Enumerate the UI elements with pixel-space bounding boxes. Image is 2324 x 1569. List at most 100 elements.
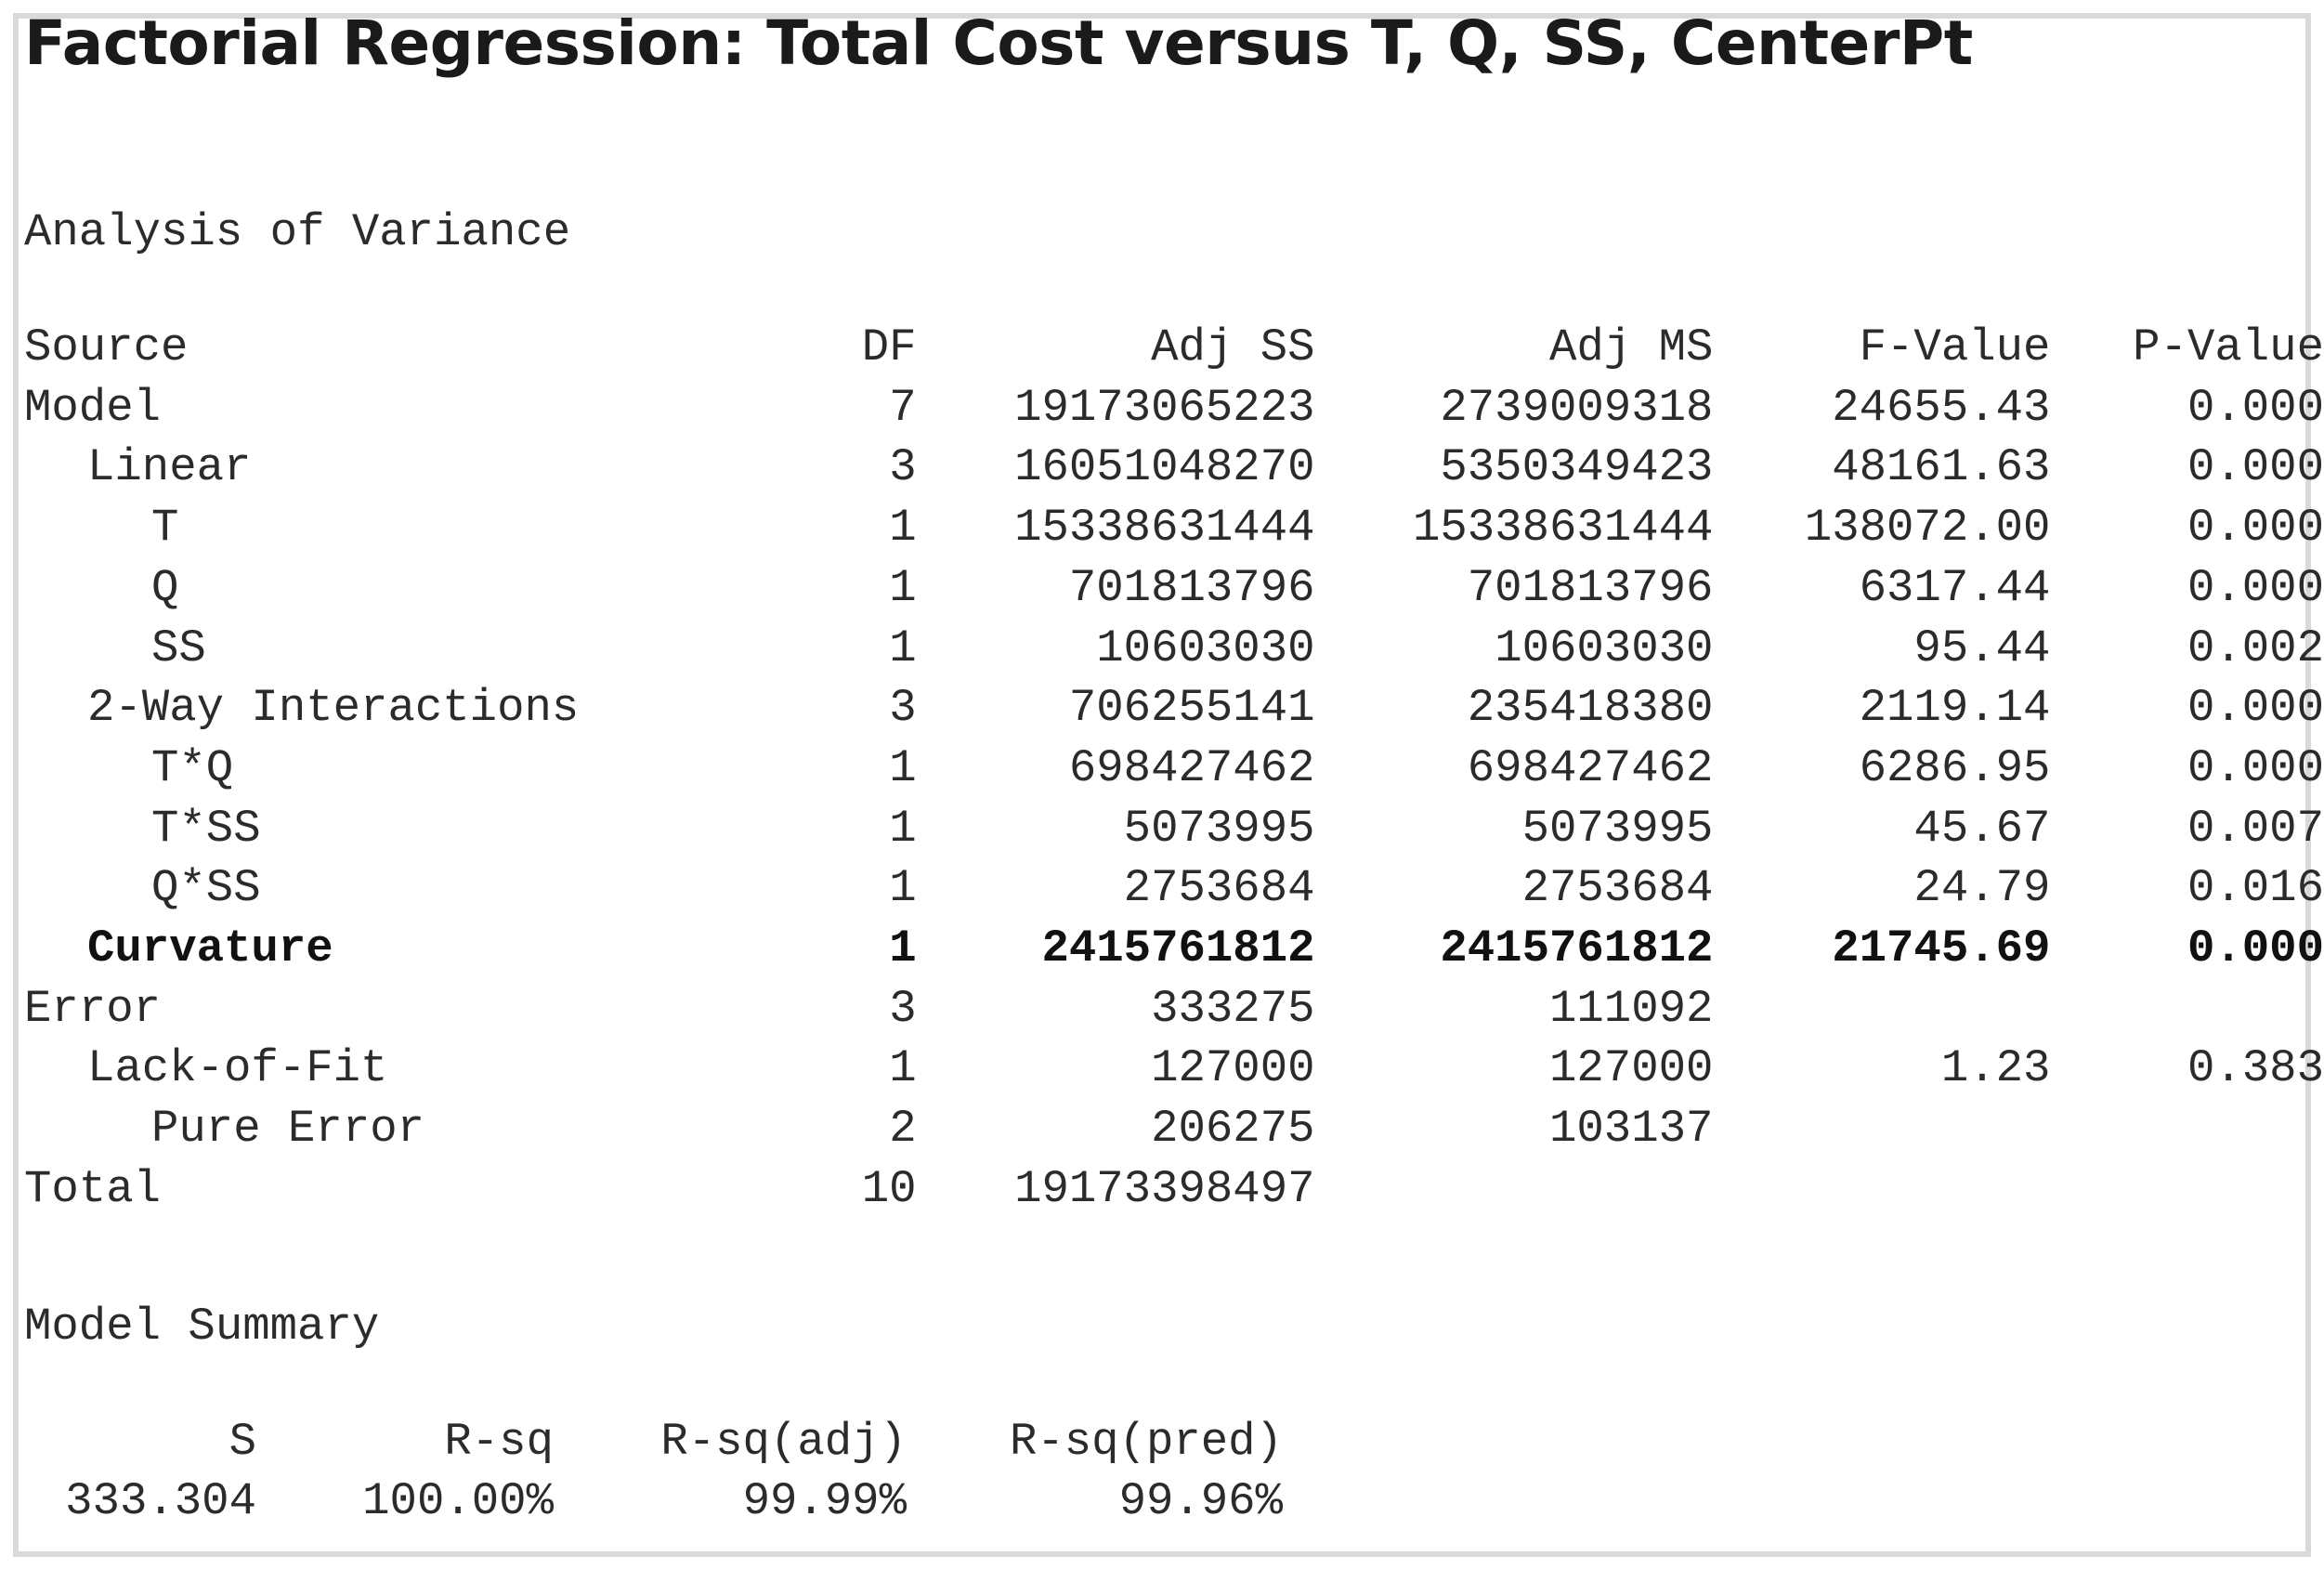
table-row: Q 1 701813796 701813796 6317.44 0.000 <box>24 558 2324 619</box>
p-value-cell <box>2050 1159 2324 1220</box>
f-value-cell: 2119.14 <box>1859 682 2051 735</box>
source-cell: Curvature <box>87 922 333 975</box>
f-value-cell: 6286.95 <box>1859 741 2051 794</box>
df-cell: 3 <box>889 441 917 494</box>
df-cell: 3 <box>889 682 917 735</box>
adj-ss-cell: 5073995 <box>1123 802 1315 855</box>
p-value-cell: 0.016 <box>2187 862 2324 915</box>
adj-ms-cell <box>1315 1159 1714 1220</box>
adj-ms-cell: 5073995 <box>1521 802 1714 855</box>
page-title: Factorial Regression: Total Cost versus … <box>24 7 1973 79</box>
table-row: SS 1 10603030 10603030 95.44 0.002 <box>24 619 2324 679</box>
col-header-adj-ms: Adj MS <box>1549 321 1714 373</box>
model-summary-table: S R-sq R-sq(adj) R-sq(pred) 333.304 100.… <box>24 1412 1283 1531</box>
col-header-adj-ss: Adj SS <box>1151 321 1315 373</box>
anova-heading: Analysis of Variance <box>24 206 571 258</box>
col-header-f-value: F-Value <box>1859 321 2051 373</box>
value-r-sq: 100.00% <box>362 1475 554 1527</box>
adj-ss-cell: 2415761812 <box>1041 922 1315 975</box>
adj-ss-cell: 701813796 <box>1068 561 1315 614</box>
table-row: Pure Error 2 206275 103137 <box>24 1099 2324 1159</box>
f-value-cell: 6317.44 <box>1859 561 2051 614</box>
adj-ms-cell: 103137 <box>1549 1103 1714 1156</box>
df-cell: 2 <box>889 1103 917 1156</box>
adj-ss-cell: 19173065223 <box>1014 381 1315 434</box>
f-value-cell: 24.79 <box>1913 862 2051 915</box>
col-header-p-value: P-Value <box>2133 321 2324 373</box>
source-cell: T*Q <box>151 741 234 794</box>
table-row: Lack-of-Fit 1 127000 127000 1.23 0.383 <box>24 1039 2324 1099</box>
col-header-r-sq-pred: R-sq(pred) <box>1009 1416 1283 1468</box>
anova-header-row: Source DF Adj SS Adj MS F-Value P-Value <box>24 318 2324 378</box>
source-cell: T <box>151 502 179 555</box>
p-value-cell: 0.000 <box>2187 381 2324 434</box>
adj-ms-cell: 2415761812 <box>1440 922 1714 975</box>
table-row: 2-Way Interactions 3 706255141 235418380 211… <box>24 678 2324 739</box>
adj-ms-cell: 5350349423 <box>1440 441 1714 494</box>
source-cell: SS <box>151 621 206 674</box>
value-s: 333.304 <box>65 1475 256 1527</box>
table-row: Model 7 19173065223 2739009318 24655.43 0.000 <box>24 378 2324 438</box>
anova-body: Model 7 19173065223 2739009318 24655.43 0.000… <box>24 378 2324 1220</box>
p-value-cell: 0.000 <box>2187 561 2324 614</box>
adj-ss-cell: 706255141 <box>1068 682 1315 735</box>
df-cell: 7 <box>889 381 917 434</box>
p-value-cell <box>2050 979 2324 1039</box>
source-cell: Q <box>151 561 179 614</box>
f-value-cell: 1.23 <box>1940 1042 2051 1095</box>
table-row: Curvature 1 2415761812 2415761812 21745.69 0.… <box>24 919 2324 979</box>
adj-ss-cell: 206275 <box>1151 1103 1315 1156</box>
source-cell: Total <box>24 1162 162 1215</box>
df-cell: 10 <box>861 1162 917 1215</box>
adj-ms-cell: 235418380 <box>1467 682 1714 735</box>
df-cell: 1 <box>889 1042 917 1095</box>
value-r-sq-adj: 99.99% <box>742 1475 907 1527</box>
df-cell: 3 <box>889 982 917 1035</box>
f-value-cell: 45.67 <box>1913 802 2051 855</box>
source-cell: Linear <box>87 441 252 494</box>
df-cell: 1 <box>889 802 917 855</box>
output-panel <box>13 13 2311 1557</box>
f-value-cell <box>1713 979 2050 1039</box>
value-r-sq-pred: 99.96% <box>1118 1475 1283 1527</box>
col-header-df: DF <box>861 321 917 373</box>
f-value-cell: 48161.63 <box>1832 441 2051 494</box>
p-value-cell: 0.002 <box>2187 621 2324 674</box>
p-value-cell: 0.383 <box>2187 1042 2324 1095</box>
adj-ms-cell: 127000 <box>1549 1042 1714 1095</box>
f-value-cell: 24655.43 <box>1832 381 2051 434</box>
adj-ms-cell: 698427462 <box>1467 741 1714 794</box>
p-value-cell: 0.007 <box>2187 802 2324 855</box>
table-row: T 1 15338631444 15338631444 138072.00 0.000 <box>24 498 2324 558</box>
adj-ms-cell: 111092 <box>1549 982 1714 1035</box>
col-header-r-sq: R-sq <box>444 1416 554 1468</box>
p-value-cell: 0.000 <box>2187 502 2324 555</box>
f-value-cell <box>1713 1099 2050 1159</box>
df-cell: 1 <box>889 621 917 674</box>
table-row: Error 3 333275 111092 <box>24 979 2324 1039</box>
adj-ms-cell: 701813796 <box>1467 561 1714 614</box>
source-cell: T*SS <box>151 802 261 855</box>
df-cell: 1 <box>889 502 917 555</box>
df-cell: 1 <box>889 561 917 614</box>
df-cell: 1 <box>889 741 917 794</box>
table-row: Total 10 19173398497 <box>24 1159 2324 1220</box>
df-cell: 1 <box>889 922 917 975</box>
source-cell: Error <box>24 982 162 1035</box>
table-row: Linear 3 16051048270 5350349423 48161.63 0.00… <box>24 438 2324 498</box>
adj-ms-cell: 10603030 <box>1495 621 1714 674</box>
table-row: T*SS 1 5073995 5073995 45.67 0.007 <box>24 799 2324 859</box>
adj-ss-cell: 15338631444 <box>1014 502 1315 555</box>
p-value-cell: 0.000 <box>2187 922 2324 975</box>
p-value-cell <box>2050 1099 2324 1159</box>
model-summary-header-row: S R-sq R-sq(adj) R-sq(pred) <box>24 1412 1283 1471</box>
adj-ss-cell: 10603030 <box>1096 621 1315 674</box>
anova-table: Source DF Adj SS Adj MS F-Value P-Value … <box>24 318 2324 1220</box>
source-cell: Q*SS <box>151 862 261 915</box>
col-header-s: S <box>228 1416 256 1468</box>
source-cell: 2-Way Interactions <box>87 682 580 735</box>
source-cell: Lack-of-Fit <box>87 1042 388 1095</box>
f-value-cell: 95.44 <box>1913 621 2051 674</box>
table-row: Q*SS 1 2753684 2753684 24.79 0.016 <box>24 858 2324 919</box>
adj-ss-cell: 333275 <box>1151 982 1315 1035</box>
